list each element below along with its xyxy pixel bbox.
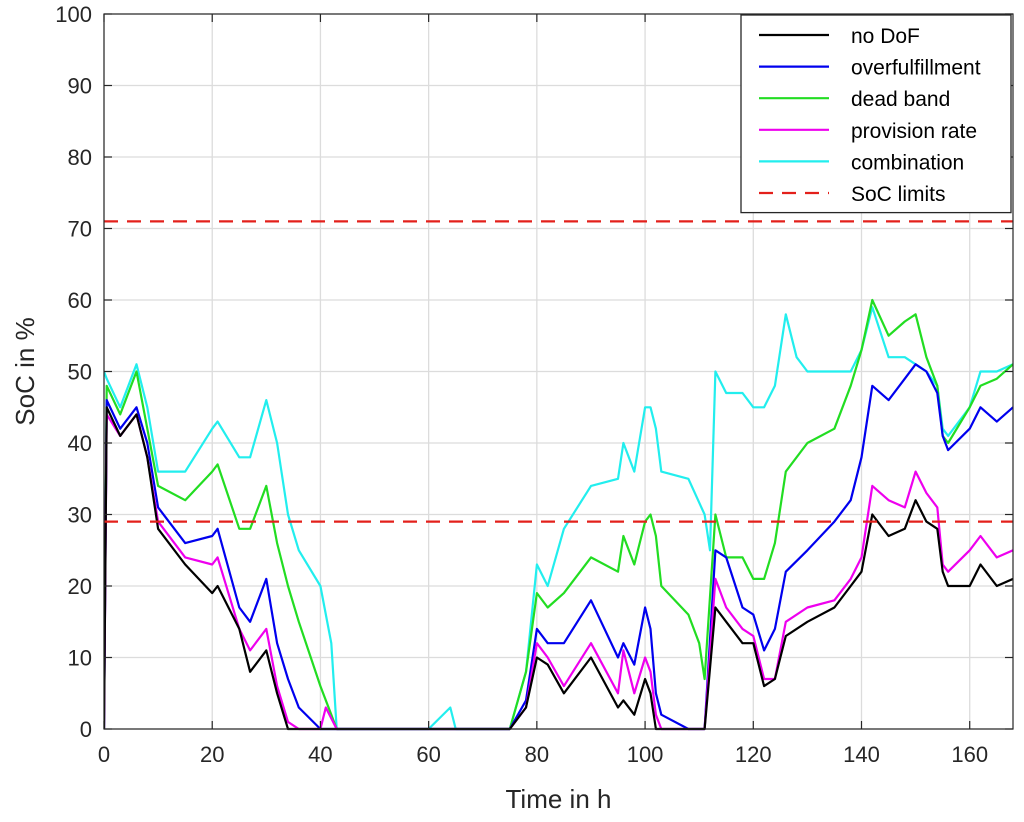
y-tick-label: 60: [68, 288, 92, 313]
data-series: [104, 220, 1013, 731]
y-tick-label: 70: [68, 217, 92, 242]
series-line-dead-band: [104, 298, 1013, 731]
y-tick-label: 40: [68, 431, 92, 456]
legend-box: [740, 14, 1012, 214]
grid-lines: [103, 13, 1013, 730]
series-line-no-dof: [104, 406, 1013, 731]
x-tick-label: 60: [416, 742, 440, 767]
x-tick-label: 160: [951, 742, 988, 767]
series-line-overfulfillment: [104, 363, 1013, 731]
x-tick-label: 0: [98, 742, 110, 767]
x-tick-label: 20: [200, 742, 224, 767]
legend: no DoF overfulfillment dead band provision …: [740, 14, 1012, 214]
legend-label-overfulfillment: overfulfillment: [851, 57, 981, 80]
legend-label-dead-band: dead band: [851, 88, 950, 111]
y-tick-label: 80: [68, 145, 92, 170]
y-tick-label: 20: [68, 574, 92, 599]
series-group: [104, 220, 1013, 731]
series-line-provision-rate: [104, 413, 1013, 731]
y-tick-label: 50: [68, 360, 92, 385]
legend-label-provision-rate: provision rate: [851, 120, 977, 143]
y-tick-label: 10: [68, 646, 92, 671]
x-tick-label: 100: [627, 742, 664, 767]
y-tick-label: 90: [68, 74, 92, 99]
x-tick-label: 40: [308, 742, 332, 767]
legend-label-soc-limits: SoC limits: [851, 183, 946, 206]
series-line-combination: [104, 306, 1013, 731]
x-tick-label: 80: [525, 742, 549, 767]
legend-label-no-dof: no DoF: [851, 25, 920, 48]
x-tick-label: 140: [843, 742, 880, 767]
y-tick-label: 30: [68, 503, 92, 528]
y-tick-label: 0: [80, 717, 92, 742]
x-axis-label: Time in h: [506, 784, 612, 814]
axis-ticks: 0 20 40 60 80 100 120 140 160 0 10 20 30 40 50 60 70 80 90…: [55, 2, 1013, 767]
y-axis-label: SoC in %: [10, 317, 40, 425]
y-tick-label: 100: [55, 2, 92, 27]
legend-label-combination: combination: [851, 151, 964, 174]
x-tick-label: 120: [735, 742, 772, 767]
